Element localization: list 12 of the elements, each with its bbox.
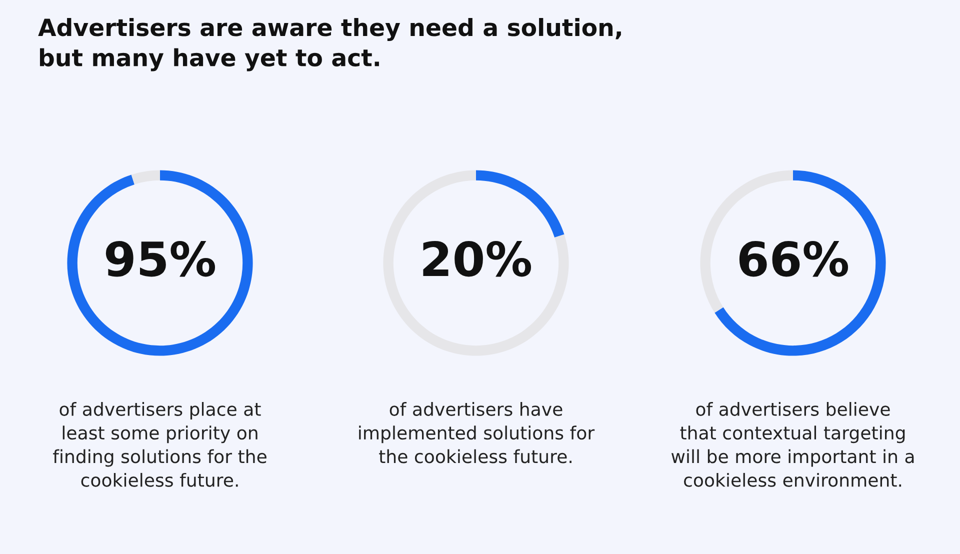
donut-slice [714, 170, 886, 356]
text: of advertisers place at least some priority on finding solutions for the cookieless future. [53, 402, 266, 487]
data-label: 66% [739, 240, 848, 277]
donut-slice [131, 170, 160, 184]
donut-slice [476, 170, 564, 238]
data-label: 95% [106, 240, 216, 277]
text: Advertisers are aware they need a solution, but many have yet to act. [38, 18, 621, 72]
data-label: 20% [423, 240, 532, 277]
donut-slice [67, 170, 253, 356]
donut-slice [383, 170, 569, 356]
text: of advertisers have implemented solutions for the cookieless future. [359, 402, 595, 464]
text: of advertisers believe that contextual targeting will be more important in a cookieless environment. [671, 402, 914, 487]
